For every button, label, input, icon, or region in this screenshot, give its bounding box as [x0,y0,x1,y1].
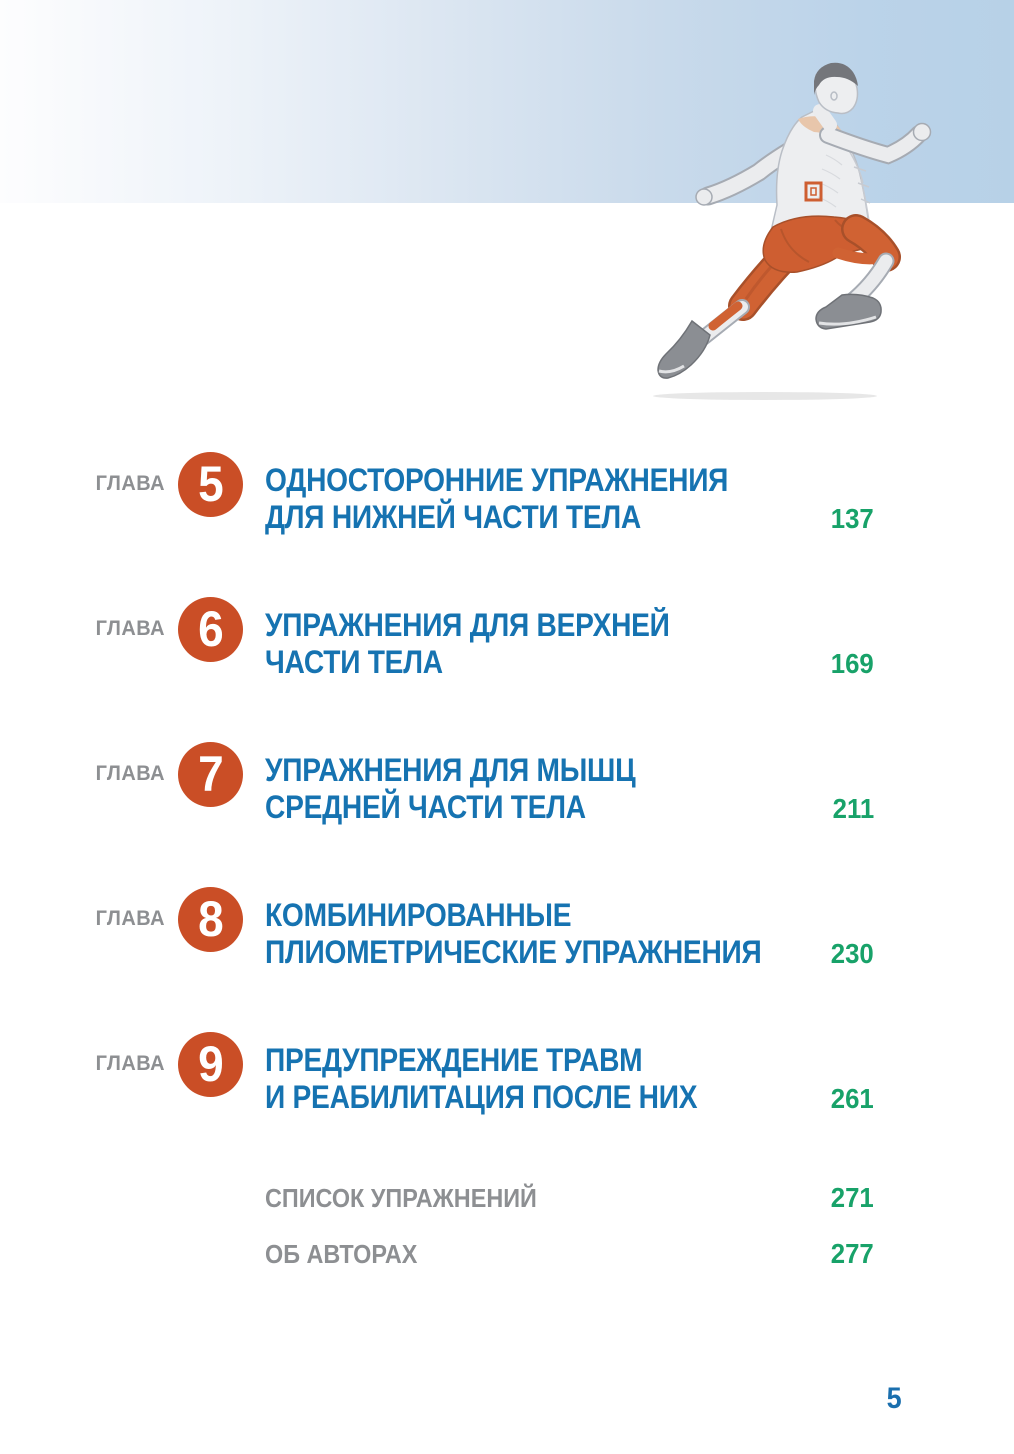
backmatter-page-number: 271 [831,1182,874,1213]
chapter-title-line2: ЧАСТИ ТЕЛА [265,644,443,680]
chapter-title-line1: ОДНОСТОРОННИЕ УПРАЖНЕНИЯ [265,462,729,498]
chapter-page-number: 211 [832,793,874,824]
chapter-title: ОДНОСТОРОННИЕ УПРАЖНЕНИЯ ДЛЯ НИЖНЕЙ ЧАСТ… [265,462,728,536]
toc-chapter-row: ГЛАВА 9 ПРЕДУПРЕЖДЕНИЕ ТРАВМ И РЕАБИЛИТА… [0,1032,1014,1128]
chapter-title: УПРАЖНЕНИЯ ДЛЯ МЫШЦ СРЕДНЕЙ ЧАСТИ ТЕЛА [265,752,636,826]
page-number: 5 [886,1382,902,1415]
chapter-title-line1: УПРАЖНЕНИЯ ДЛЯ ВЕРХНЕЙ [265,607,670,643]
chapter-title: ПРЕДУПРЕЖДЕНИЕ ТРАВМ И РЕАБИЛИТАЦИЯ ПОСЛ… [265,1042,698,1116]
chapter-title: КОМБИНИРОВАННЫЕ ПЛИОМЕТРИЧЕСКИЕ УПРАЖНЕН… [265,897,762,971]
backmatter-title: СПИСОК УПРАЖНЕНИЙ [265,1183,537,1213]
chapter-title-line2: ПЛИОМЕТРИЧЕСКИЕ УПРАЖНЕНИЯ [265,934,762,970]
chapter-title-line2: И РЕАБИЛИТАЦИЯ ПОСЛЕ НИХ [265,1079,698,1115]
chapter-label: ГЛАВА [95,762,165,785]
chapter-title-line1: ПРЕДУПРЕЖДЕНИЕ ТРАВМ [265,1042,643,1078]
chapter-label: ГЛАВА [95,472,165,495]
chapter-number: 5 [197,456,224,512]
chapter-number: 8 [197,891,224,947]
chapter-number-badge: 6 [178,597,243,662]
chapter-number-badge: 5 [178,452,243,517]
toc-chapter-row: ГЛАВА 7 УПРАЖНЕНИЯ ДЛЯ МЫШЦ СРЕДНЕЙ ЧАСТ… [0,742,1014,838]
chapter-page-number: 230 [831,938,874,969]
chapter-label: ГЛАВА [95,617,165,640]
chapter-number-badge: 8 [178,887,243,952]
chapter-page-number: 137 [831,503,874,534]
toc-chapter-row: ГЛАВА 6 УПРАЖНЕНИЯ ДЛЯ ВЕРХНЕЙ ЧАСТИ ТЕЛ… [0,597,1014,693]
chapter-title: УПРАЖНЕНИЯ ДЛЯ ВЕРХНЕЙ ЧАСТИ ТЕЛА [265,607,670,681]
toc-chapter-row: ГЛАВА 5 ОДНОСТОРОННИЕ УПРАЖНЕНИЯ ДЛЯ НИЖ… [0,452,1014,548]
chapter-label: ГЛАВА [95,1052,165,1075]
chapter-title-line2: СРЕДНЕЙ ЧАСТИ ТЕЛА [265,789,586,825]
chapter-number-badge: 7 [178,742,243,807]
backmatter-page-number: 277 [831,1238,874,1269]
chapter-title-line2: ДЛЯ НИЖНЕЙ ЧАСТИ ТЕЛА [265,499,641,535]
chapter-number: 6 [197,601,224,657]
running-man-anatomy-illustration [653,62,932,400]
chapter-title-line1: УПРАЖНЕНИЯ ДЛЯ МЫШЦ [265,752,636,788]
toc-backmatter-row: ОБ АВТОРАХ 277 [0,1238,1014,1273]
backmatter-title: ОБ АВТОРАХ [265,1239,418,1269]
chapter-number: 9 [197,1036,224,1092]
chapter-label: ГЛАВА [95,907,165,930]
chapter-title-line1: КОМБИНИРОВАННЫЕ [265,897,572,933]
toc-backmatter-row: СПИСОК УПРАЖНЕНИЙ 271 [0,1182,1014,1217]
chapter-page-number: 169 [831,648,874,679]
toc-chapter-row: ГЛАВА 8 КОМБИНИРОВАННЫЕ ПЛИОМЕТРИЧЕСКИЕ … [0,887,1014,983]
chapter-number-badge: 9 [178,1032,243,1097]
chapter-number: 7 [197,746,224,802]
chapter-page-number: 261 [831,1083,874,1114]
